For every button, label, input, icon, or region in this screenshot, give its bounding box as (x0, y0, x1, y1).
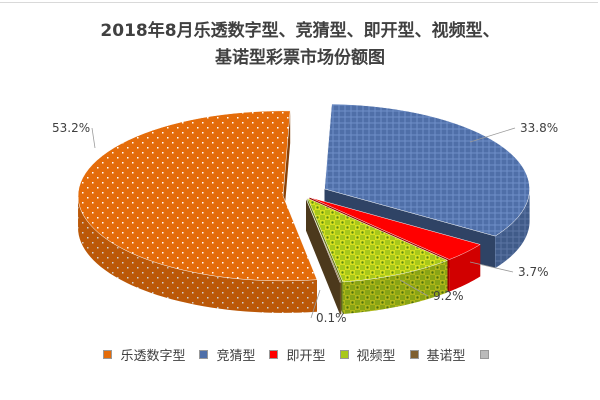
leader-line (469, 127, 516, 143)
slice-0[interactable] (324, 103, 530, 237)
slice-outer-wall (342, 260, 448, 314)
wall-shade (78, 195, 317, 313)
legend-item: 竞猜型 (199, 345, 255, 364)
slice-cut-face (283, 110, 291, 228)
legend-label: 乐透数字型 (120, 349, 186, 364)
legend-label: 竞猜型 (216, 349, 256, 364)
slice-3[interactable] (305, 198, 342, 283)
wall-shade (339, 282, 342, 315)
legend-swatch (339, 350, 349, 359)
data-label: 53.2% (52, 121, 90, 135)
legend-item: 基诺型 (409, 345, 466, 364)
data-label: 33.8% (520, 121, 558, 135)
wall-shade (342, 260, 448, 314)
legend-item: 乐透数字型 (103, 345, 185, 364)
slice-cut-face (306, 198, 340, 315)
data-label: 3.7% (518, 265, 549, 279)
legend-swatch (199, 350, 209, 359)
legend-label: 基诺型 (426, 349, 466, 364)
legend-label: 即开型 (286, 349, 326, 364)
slice-4[interactable] (77, 110, 318, 282)
legend-label: 视频型 (356, 349, 396, 364)
legend-swatch (103, 350, 113, 359)
slice-outer-wall (495, 188, 530, 269)
data-label: 9.2% (433, 289, 464, 303)
slice-outer-wall (78, 195, 317, 313)
legend-swatch (409, 350, 419, 359)
slice-1[interactable] (309, 197, 481, 260)
slice-outer-wall (449, 244, 481, 292)
leader-line (469, 261, 514, 273)
legend-item: 视频型 (339, 345, 396, 364)
legend-swatch (479, 350, 489, 359)
legend-item: 即开型 (269, 345, 326, 364)
data-label: 0.1% (316, 311, 347, 325)
leader-line (399, 279, 429, 297)
title-line-1: 2018年8月乐透数字型、竞猜型、即开型、视频型、 (100, 21, 500, 41)
slice-2[interactable] (307, 197, 449, 283)
legend: 乐透数字型 竞猜型 即开型 视频型 基诺型 (0, 345, 600, 364)
slice-side-3 (306, 198, 342, 315)
leader-line (310, 289, 321, 319)
title-line-2: 基诺型彩票市场份额图 (215, 48, 385, 68)
chart-title: 2018年8月乐透数字型、竞猜型、即开型、视频型、 基诺型彩票市场份额图 (0, 18, 600, 72)
legend-item (479, 345, 497, 364)
slice-outer-wall (339, 282, 342, 315)
legend-swatch (269, 350, 279, 359)
leader-line (91, 127, 96, 149)
wall-shade (495, 188, 530, 269)
wall-shade (449, 244, 481, 292)
